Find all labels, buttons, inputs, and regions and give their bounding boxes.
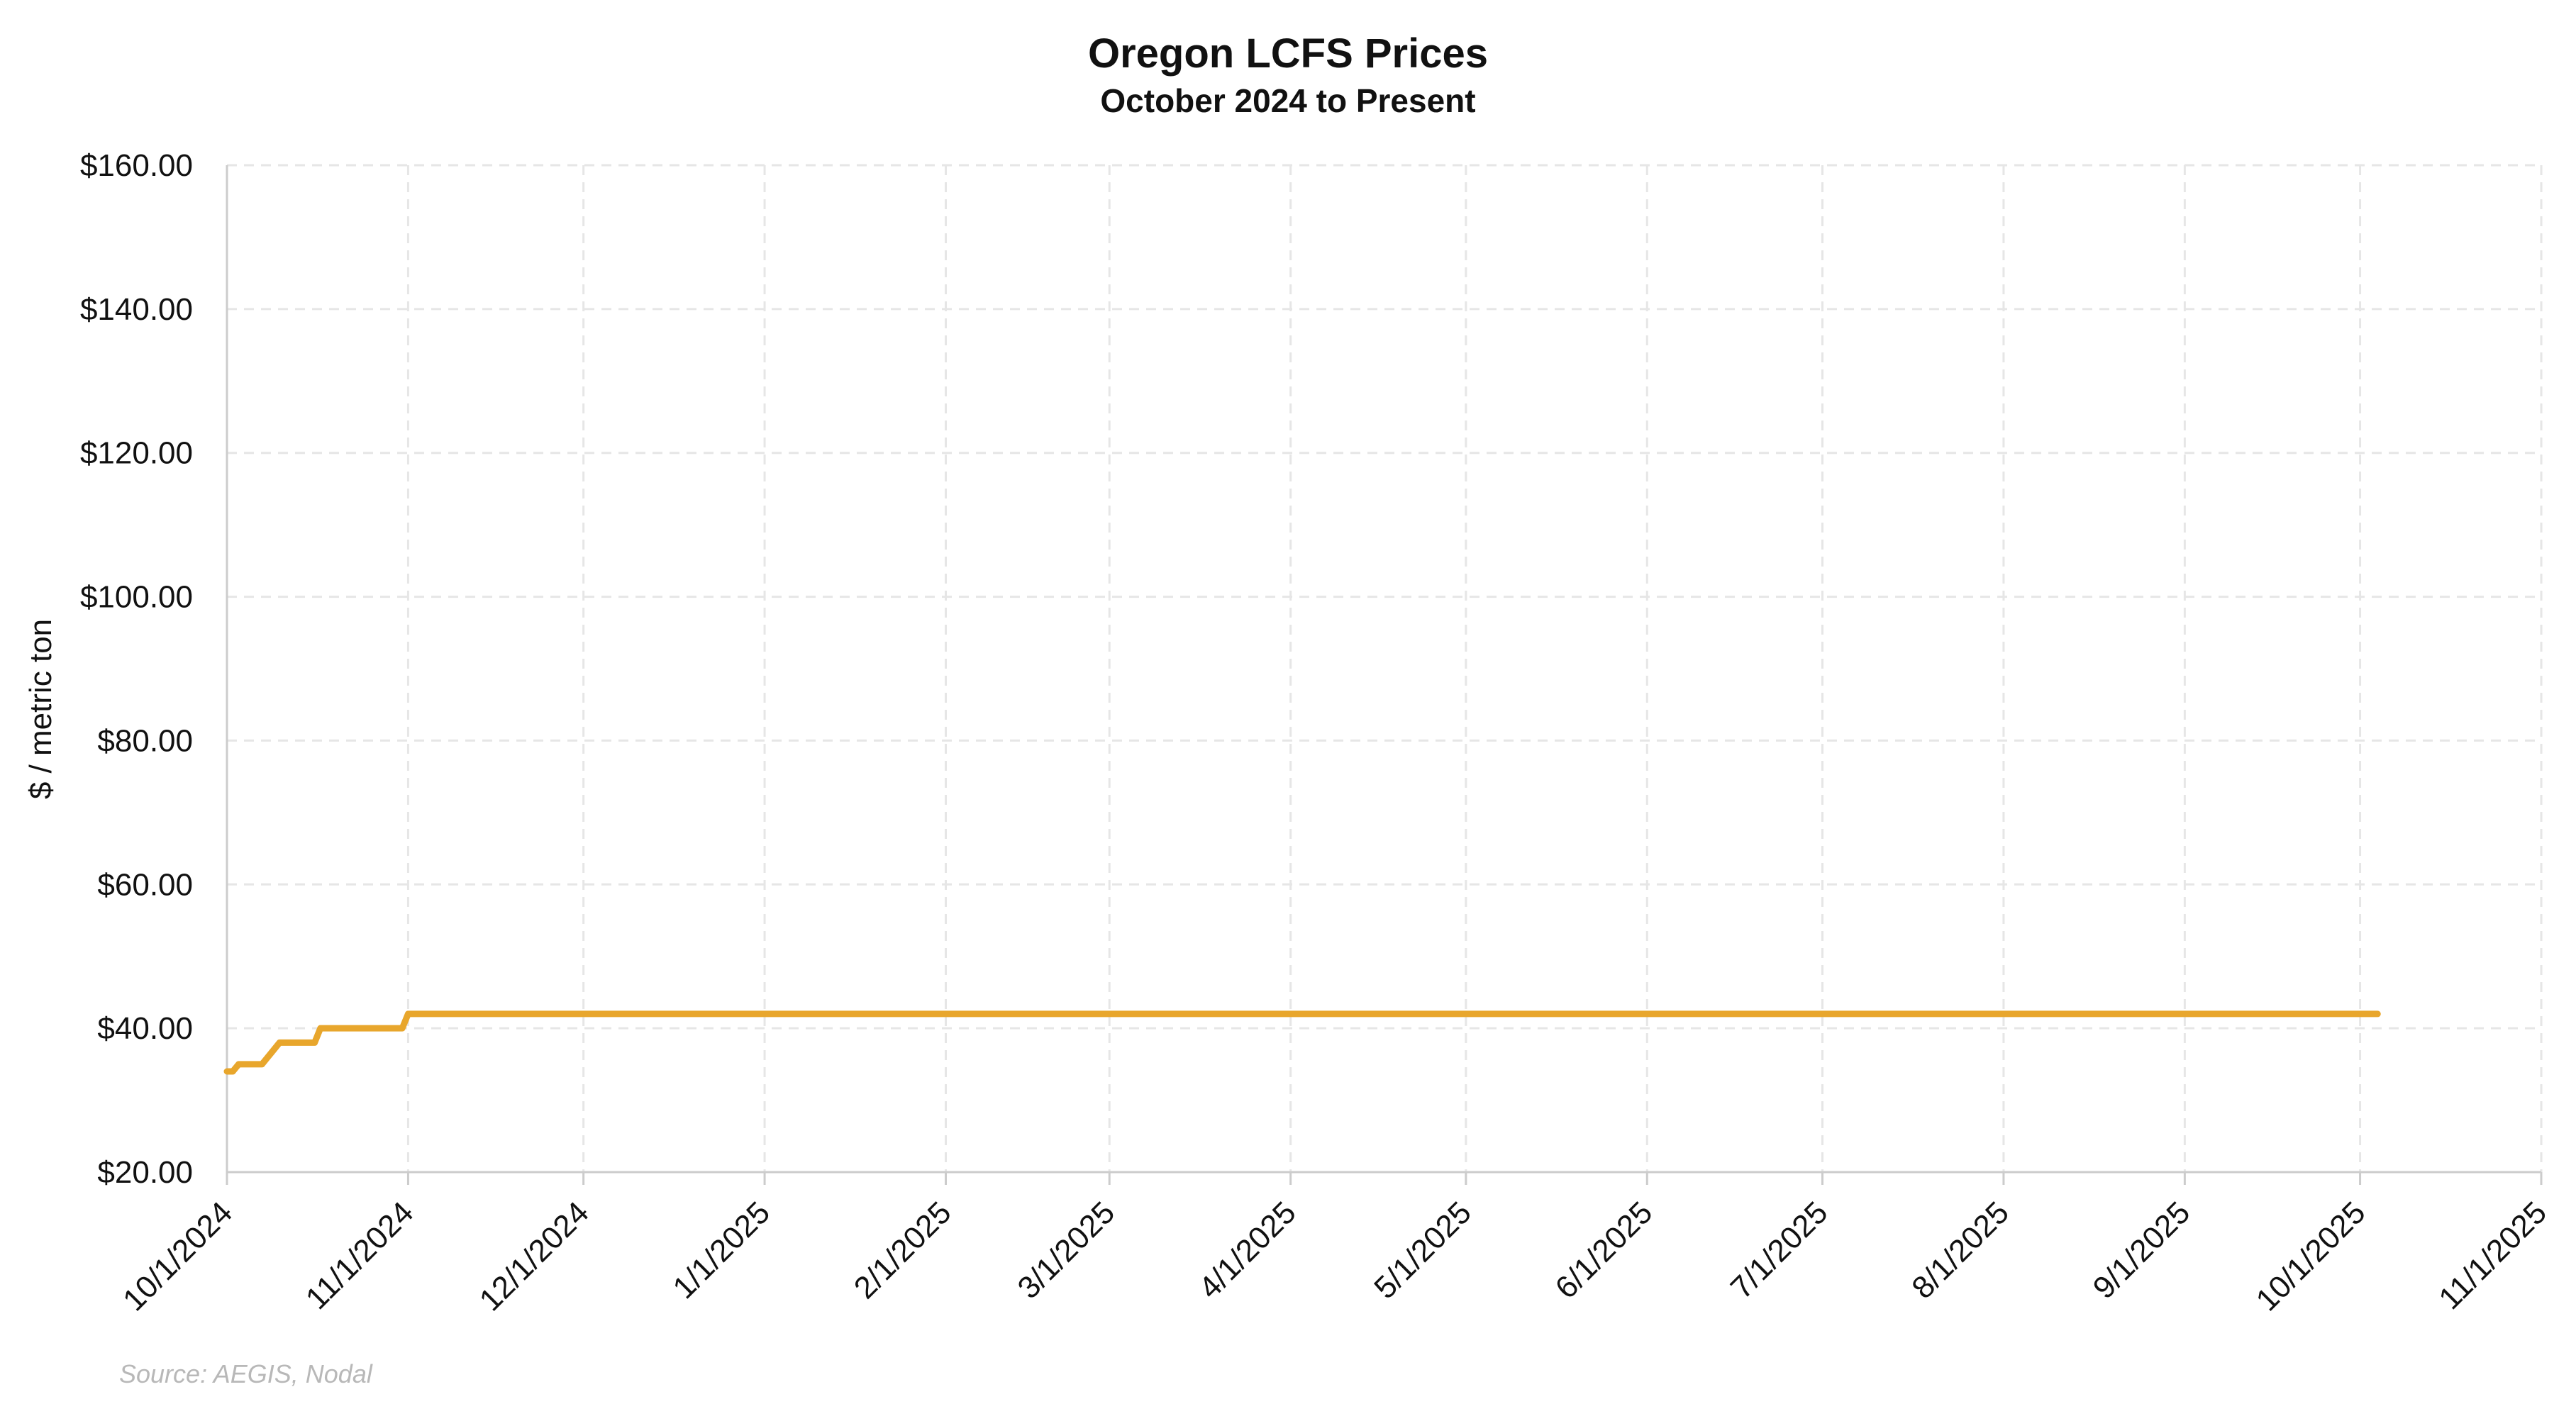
axes (226, 165, 2543, 1185)
y-tick-label: $120.00 (80, 436, 193, 471)
y-tick-label: $160.00 (80, 148, 193, 183)
y-tick-label: $100.00 (80, 580, 193, 615)
y-tick-label: $40.00 (97, 1011, 193, 1046)
x-tick-label: 8/1/2025 (1905, 1195, 2016, 1305)
x-tick-label: 11/1/2025 (2432, 1195, 2553, 1316)
x-tick-label: 5/1/2025 (1367, 1195, 1478, 1305)
series-line-oregon-lcfs-price (223, 1010, 2381, 1075)
x-tick-label: 6/1/2025 (1549, 1195, 1660, 1305)
y-tick-labels: $20.00 $40.00 $60.00 $80.00 $100.00 $120.00 $1… (80, 148, 193, 1190)
gridlines (227, 164, 2543, 1172)
chart-subtitle: October 2024 to Present (1100, 82, 1475, 119)
x-tick-label: 10/1/2025 (2250, 1195, 2372, 1317)
x-tick-label: 10/1/2024 (116, 1195, 239, 1317)
x-tick-label: 1/1/2025 (666, 1195, 777, 1305)
x-tick-label: 9/1/2025 (2087, 1195, 2197, 1305)
y-tick-label: $80.00 (97, 723, 193, 758)
y-tick-label: $20.00 (97, 1155, 193, 1190)
y-tick-label: $140.00 (80, 292, 193, 327)
x-tick-labels: 10/1/2024 11/1/2024 12/1/2024 1/1/2025 2/1/2… (116, 1195, 2553, 1317)
x-tick-label: 7/1/2025 (1724, 1195, 1835, 1305)
x-tick-label: 2/1/2025 (848, 1195, 958, 1305)
chart-title: Oregon LCFS Prices (1088, 30, 1488, 77)
x-tick-label: 4/1/2025 (1192, 1195, 1303, 1305)
source-note: Source: AEGIS, Nodal (119, 1359, 373, 1388)
x-tick-label: 3/1/2025 (1011, 1195, 1122, 1305)
y-axis-label: $ / metric ton (23, 619, 58, 799)
y-tick-label: $60.00 (97, 867, 193, 902)
x-tick-label: 11/1/2024 (299, 1195, 421, 1316)
x-tick-label: 12/1/2024 (473, 1195, 596, 1317)
